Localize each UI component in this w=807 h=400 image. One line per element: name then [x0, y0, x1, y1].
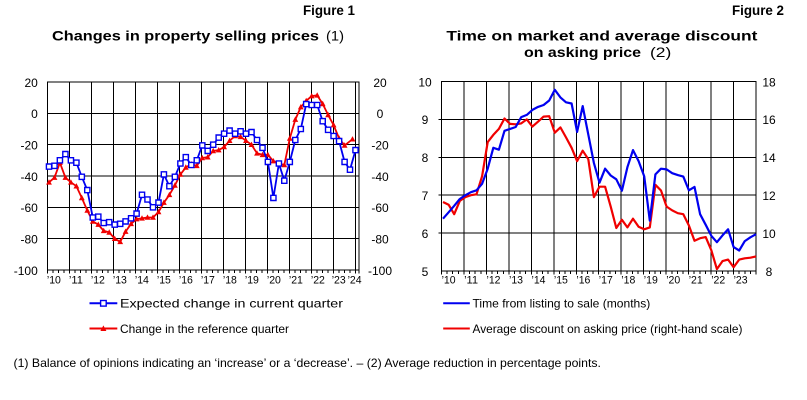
svg-text:8: 8	[766, 265, 773, 279]
svg-text:-40: -40	[371, 170, 389, 184]
svg-text:’20: ’20	[267, 274, 281, 286]
svg-text:’20: ’20	[666, 274, 680, 286]
svg-text:’17: ’17	[201, 274, 215, 286]
svg-text:’13: ’13	[509, 274, 523, 286]
svg-text:-100: -100	[368, 264, 392, 278]
svg-text:’16: ’16	[179, 274, 193, 286]
svg-text:’18: ’18	[621, 274, 635, 286]
svg-text:’13: ’13	[113, 274, 127, 286]
svg-text:’14: ’14	[135, 274, 149, 286]
svg-text:0: 0	[377, 107, 384, 121]
svg-text:on asking price: on asking price	[524, 44, 641, 60]
svg-text:’16: ’16	[576, 274, 590, 286]
svg-text:’14: ’14	[532, 274, 546, 286]
svg-text:-80: -80	[371, 233, 389, 247]
svg-text:0: 0	[31, 107, 38, 121]
svg-text:Figure 2: Figure 2	[732, 2, 784, 18]
svg-text:(1) Balance of opinions indica: (1) Balance of opinions indicating an ‘i…	[14, 356, 601, 370]
svg-text:’22: ’22	[311, 274, 325, 286]
svg-text:5: 5	[422, 265, 429, 279]
svg-text:’19: ’19	[245, 274, 259, 286]
svg-text:20: 20	[373, 76, 387, 90]
svg-text:’10: ’10	[442, 274, 456, 286]
svg-text:-20: -20	[371, 139, 389, 153]
svg-text:’18: ’18	[223, 274, 237, 286]
svg-text:-20: -20	[20, 139, 38, 153]
svg-text:16: 16	[762, 113, 776, 127]
svg-text:Change in the reference quarte: Change in the reference quarter	[120, 322, 289, 336]
svg-text:-60: -60	[371, 201, 389, 215]
svg-text:’19: ’19	[644, 274, 658, 286]
svg-text:18: 18	[762, 75, 776, 89]
svg-text:-80: -80	[20, 233, 38, 247]
svg-text:’11: ’11	[69, 274, 83, 286]
svg-text:’12: ’12	[487, 274, 501, 286]
svg-text:’15: ’15	[157, 274, 171, 286]
svg-text:’10: ’10	[47, 274, 61, 286]
svg-text:20: 20	[24, 76, 38, 90]
svg-text:’23: ’23	[734, 274, 748, 286]
svg-text:’23: ’23	[332, 274, 346, 286]
svg-text:6: 6	[422, 227, 429, 241]
svg-text:Time on market and average dis: Time on market and average discount	[446, 27, 757, 43]
svg-text:’11: ’11	[464, 274, 478, 286]
svg-text:-100: -100	[14, 264, 38, 278]
svg-text:-40: -40	[20, 170, 38, 184]
svg-text:12: 12	[762, 189, 776, 203]
svg-text:Expected change in current qua: Expected change in current quarter	[120, 297, 343, 311]
svg-text:Time from listing to sale (mon: Time from listing to sale (months)	[473, 297, 651, 311]
svg-text:’12: ’12	[91, 274, 105, 286]
svg-text:9: 9	[422, 113, 429, 127]
svg-text:’15: ’15	[554, 274, 568, 286]
svg-text:Changes in property selling pr: Changes in property selling prices	[52, 27, 319, 43]
svg-text:Average discount on asking pri: Average discount on asking price (right-…	[473, 322, 743, 336]
svg-text:’21: ’21	[289, 274, 303, 286]
svg-text:’17: ’17	[599, 274, 613, 286]
svg-text:’24: ’24	[348, 274, 362, 286]
svg-text:Figure 1: Figure 1	[303, 2, 355, 18]
svg-text:(1): (1)	[326, 27, 344, 43]
svg-text:10: 10	[418, 75, 432, 89]
svg-text:8: 8	[422, 151, 429, 165]
svg-text:14: 14	[762, 151, 776, 165]
svg-text:7: 7	[422, 189, 429, 203]
svg-text:10: 10	[762, 227, 776, 241]
svg-text:’21: ’21	[689, 274, 703, 286]
svg-text:’22: ’22	[711, 274, 725, 286]
svg-text:(2): (2)	[650, 44, 671, 60]
svg-text:-60: -60	[20, 201, 38, 215]
